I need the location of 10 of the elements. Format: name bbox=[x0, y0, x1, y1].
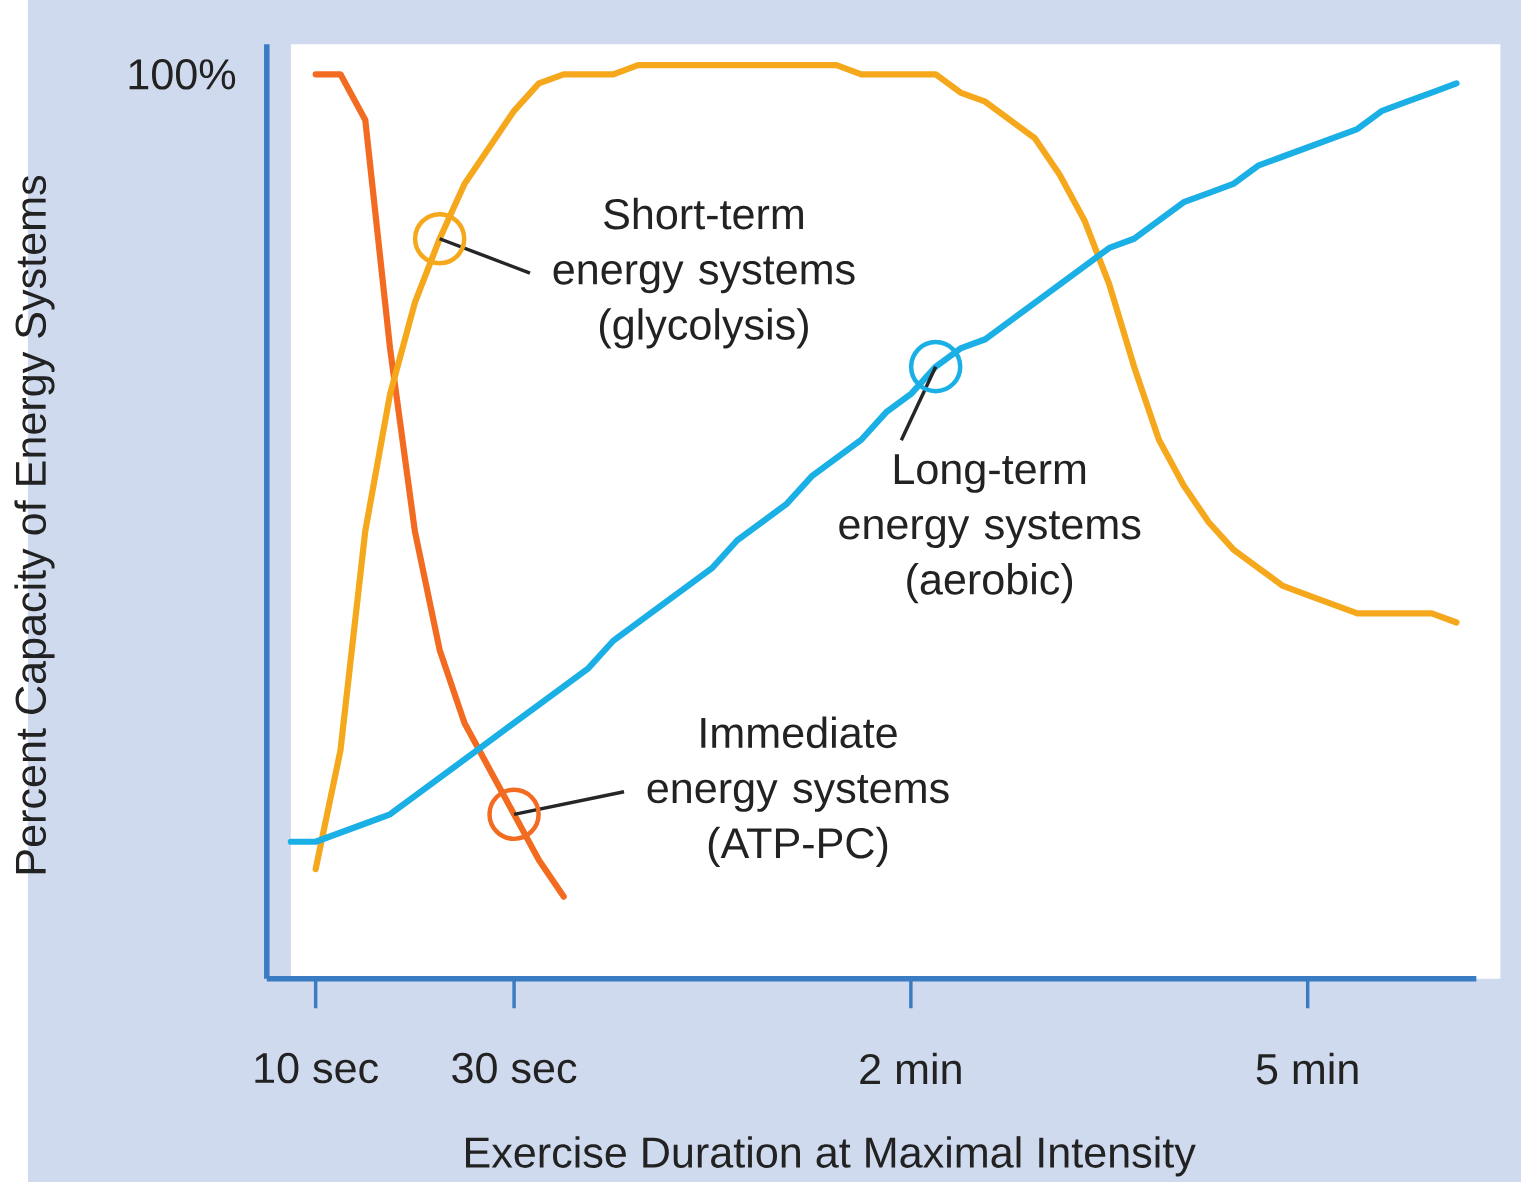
x-axis-title: Exercise Duration at Maximal Intensity bbox=[466, 1136, 1196, 1177]
series-label: Long-term energy systems (aerobic) bbox=[839, 454, 1141, 604]
x-tick-label: 2 min bbox=[860, 1052, 961, 1085]
x-tick-label: 5 min bbox=[1256, 1052, 1358, 1085]
x-tick-label: 30 sec bbox=[452, 1052, 577, 1084]
series-label: Short-term energy systems (glycolysis) bbox=[553, 197, 855, 349]
x-tick-label: 10 sec bbox=[255, 1052, 378, 1084]
y-axis-title: Percent Capacity of Energy Systems bbox=[14, 176, 55, 874]
text: 100% bbox=[129, 59, 236, 90]
text: Immediate energy systems (ATP-PC) bbox=[647, 716, 949, 868]
